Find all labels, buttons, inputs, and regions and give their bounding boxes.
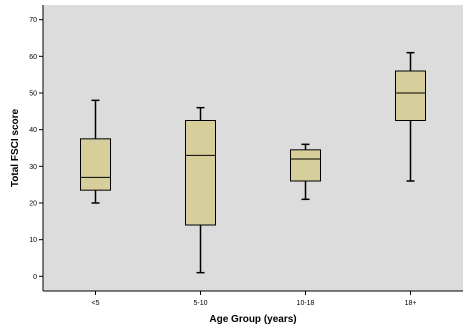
y-axis: 0 10 20 30 40 50 60 70 <box>29 5 44 291</box>
box-1 <box>80 99 111 204</box>
y-tick-label: 20 <box>29 201 37 208</box>
x-tick-label: <5 <box>92 300 100 307</box>
x-axis-title: Age Group (years) <box>209 314 296 325</box>
y-tick-label: 0 <box>33 274 37 281</box>
iqr-box <box>185 120 216 226</box>
y-tick-label: 50 <box>29 91 37 98</box>
x-axis: <5 5-10 10-18 18+ <box>43 290 463 307</box>
x-tick-label: 10-18 <box>297 300 315 307</box>
iqr-box <box>290 149 321 182</box>
x-tick-label: 18+ <box>405 300 417 307</box>
y-axis-title: Total FSCI score <box>10 108 21 187</box>
y-tick-label: 10 <box>29 237 37 244</box>
iqr-box <box>80 138 111 191</box>
box-4 <box>395 51 426 182</box>
boxes <box>80 51 426 274</box>
y-tick-label: 30 <box>29 164 37 171</box>
box-2 <box>185 106 216 274</box>
box-3 <box>290 143 321 201</box>
y-tick-label: 60 <box>29 54 37 61</box>
y-tick-label: 70 <box>29 17 37 24</box>
x-tick-label: 5-10 <box>193 300 207 307</box>
plot-area <box>43 5 463 291</box>
y-tick-label: 40 <box>29 127 37 134</box>
iqr-box <box>395 70 426 121</box>
